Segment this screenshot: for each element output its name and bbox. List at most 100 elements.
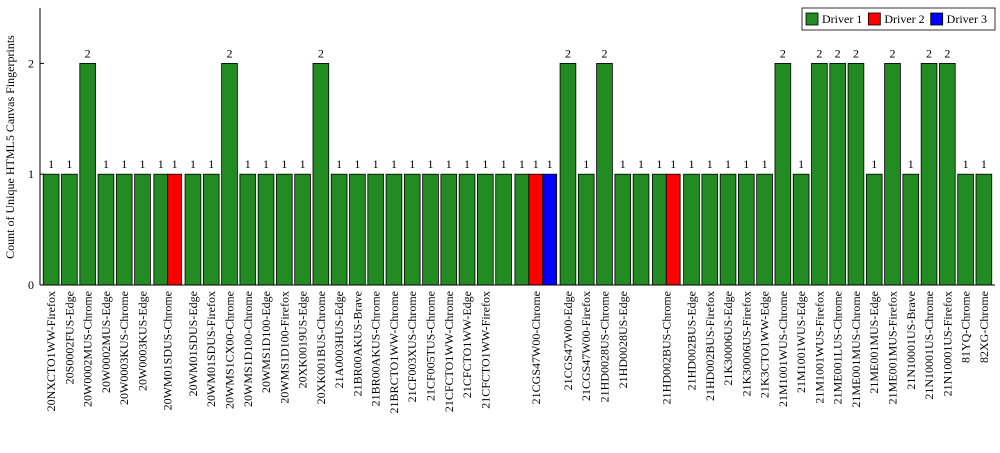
x-tick-label: 21ME001MUS-Edge: [867, 291, 881, 394]
value-label: 1: [482, 157, 488, 171]
bar: [939, 63, 956, 286]
bar: [202, 173, 220, 286]
x-tick-label: 21HD002BUS-Firefox: [703, 291, 717, 401]
x-tick-label: 21ME001MUS-Firefox: [885, 291, 899, 404]
value-label: 1: [963, 157, 969, 171]
bar: [528, 173, 544, 286]
value-label: 1: [638, 157, 644, 171]
bar: [257, 173, 275, 286]
value-label: 1: [501, 157, 507, 171]
y-tick-label: 2: [28, 56, 34, 70]
value-label: 1: [373, 157, 379, 171]
x-tick-label: 21K30006US-Edge: [721, 291, 735, 386]
bar: [957, 173, 974, 286]
value-label: 2: [565, 46, 571, 60]
bar: [294, 173, 311, 286]
x-tick-label: 21CFCTO1WW-Chrome: [442, 291, 456, 412]
x-tick-label: 21K30006US-Firefox: [739, 291, 753, 396]
x-tick-label: 21CFCTO1WW-Edge: [460, 291, 474, 398]
bar: [477, 173, 494, 286]
value-label: 1: [140, 157, 146, 171]
x-tick-label: 20XK0019US-Edge: [296, 291, 310, 388]
value-label: 2: [780, 46, 786, 60]
bar: [330, 173, 348, 286]
x-tick-label: 20WMS1D100-Chrome: [241, 291, 255, 407]
x-tick-label: 21CF005TUS-Chrome: [424, 291, 438, 401]
bar: [596, 63, 613, 286]
value-label: 1: [121, 157, 127, 171]
legend-label: Driver 1: [822, 12, 862, 26]
bar: [79, 63, 96, 286]
bar: [422, 173, 439, 286]
x-tick-label: 20S0002FUS-Edge: [62, 291, 76, 384]
x-tick-label: 20W0003KUS-Chrome: [117, 291, 131, 405]
x-tick-label: 21HD0028US-Edge: [616, 291, 630, 388]
legend-label: Driver 3: [947, 12, 987, 26]
x-tick-label: 21M1001WUS-Chrome: [776, 291, 790, 407]
value-label: 1: [620, 157, 626, 171]
value-label: 1: [871, 157, 877, 171]
value-label: 1: [391, 157, 397, 171]
bar: [829, 63, 846, 286]
value-label: 2: [816, 46, 822, 60]
x-tick-label: 21ME001LUS-Chrome: [831, 291, 845, 404]
x-tick-label: 20W0002MUS-Edge: [99, 291, 113, 393]
legend-swatch: [867, 12, 881, 26]
bar: [719, 173, 737, 286]
value-label: 1: [670, 157, 676, 171]
value-label: 1: [428, 157, 434, 171]
x-tick-label: 21N10001US-Chrome: [922, 291, 936, 400]
bar: [367, 173, 384, 286]
bar: [614, 173, 632, 286]
value-label: 1: [446, 157, 452, 171]
bar: [349, 173, 366, 286]
x-tick-label: 21BR00AKUS-Chrome: [369, 291, 383, 406]
bar: [847, 63, 865, 286]
value-label: 1: [190, 157, 196, 171]
legend-swatch: [930, 12, 944, 26]
x-tick-label: 21M1001WUS-Edge: [794, 291, 808, 393]
value-label: 2: [85, 46, 91, 60]
bar: [632, 173, 650, 286]
x-tick-label: 21CGS47W00-Edge: [561, 291, 575, 390]
bar: [811, 63, 828, 286]
value-label: 1: [688, 157, 694, 171]
x-tick-label: 21K3CTO1WW-Edge: [758, 291, 772, 398]
x-tick-label: 20WM01SDUS-Firefox: [204, 291, 218, 407]
bar: [756, 173, 773, 286]
bar: [115, 173, 133, 286]
bar: [514, 173, 530, 286]
x-tick-label: 20XK001BUS-Chrome: [314, 291, 328, 404]
x-tick-label: 21CF003XUS-Chrome: [405, 291, 419, 402]
x-tick-label: 20W0003KUS-Edge: [136, 291, 150, 391]
y-tick-label: 1: [28, 167, 34, 181]
bar: [651, 173, 667, 286]
x-tick-label: 21HD0028US-Chrome: [597, 291, 611, 402]
bar: [559, 63, 577, 286]
value-label: 1: [743, 157, 749, 171]
value-label: 1: [336, 157, 342, 171]
x-tick-label: 20WMS1D100-Firefox: [277, 291, 291, 404]
bar: [902, 173, 920, 286]
x-tick-label: 21HD002BUS-Chrome: [659, 291, 673, 404]
bar: [153, 173, 169, 286]
x-tick-label: 21A0003HUS-Edge: [332, 291, 346, 388]
value-label: 2: [853, 46, 859, 60]
bar: [385, 173, 403, 286]
value-label: 2: [944, 46, 950, 60]
bar: [61, 173, 78, 286]
bar: [701, 173, 719, 286]
bar: [884, 63, 901, 286]
value-label: 1: [66, 157, 72, 171]
x-tick-label: 21CFCTO1WW-Firefox: [478, 291, 492, 409]
legend-label: Driver 2: [884, 12, 924, 26]
value-label: 1: [707, 157, 713, 171]
value-label: 1: [547, 157, 553, 171]
value-label: 1: [245, 157, 251, 171]
bar: [975, 173, 993, 286]
value-label: 1: [354, 157, 360, 171]
value-label: 1: [798, 157, 804, 171]
bar: [542, 173, 558, 286]
value-label: 2: [889, 46, 895, 60]
